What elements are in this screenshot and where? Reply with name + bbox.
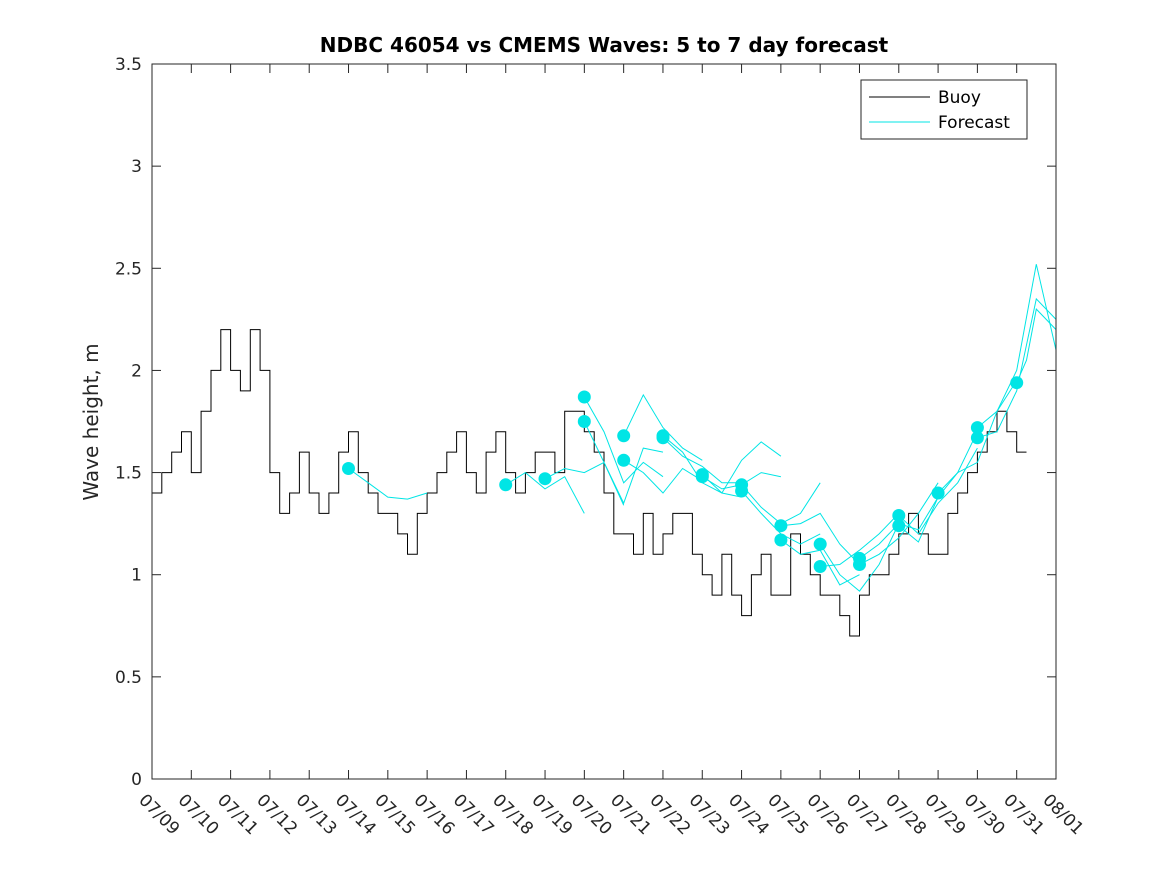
forecast-run-start-marker-15: [813, 537, 827, 551]
forecast-run-line-21: [937, 380, 1018, 494]
forecast-run-start-marker-21: [931, 486, 945, 500]
forecast-run-start-marker-10: [695, 470, 709, 484]
forecast-run-line-16: [820, 513, 900, 567]
forecast-run-start-marker-18: [853, 558, 866, 571]
forecast-run-start-marker-6: [617, 453, 631, 467]
forecast-run-start-marker-13: [774, 519, 788, 533]
y-tick-label: 1.5: [115, 464, 142, 484]
legend: Buoy Forecast: [860, 79, 1028, 140]
forecast-run-line-18: [859, 482, 939, 565]
forecast-run-start-marker-16: [813, 560, 827, 573]
legend-buoy-label: Buoy: [938, 88, 981, 108]
forecast-run-start-marker-5: [617, 429, 631, 443]
forecast-run-line-1: [505, 471, 585, 514]
forecast-run-line-13: [780, 512, 860, 565]
y-tick-label: 3: [131, 157, 142, 177]
forecast-run-start-marker-8: [656, 429, 670, 443]
y-tick-label: 1: [131, 566, 142, 586]
forecast-run-start-marker-24: [1010, 376, 1024, 390]
forecast-run-start-marker-1: [499, 478, 513, 492]
forecast-run-line-3: [583, 396, 664, 484]
forecast-run-line-9: [701, 441, 782, 494]
plot-area: [152, 64, 1056, 779]
y-tick-label: 3.5: [115, 55, 142, 75]
forecast-run-line-22: [977, 264, 1057, 428]
plot-layer: [152, 264, 1057, 637]
forecast-run-line-23: [977, 297, 1057, 439]
axes-box: [151, 63, 1057, 780]
forecast-run-line-24: [1016, 308, 1057, 383]
y-tick-label: 2.5: [115, 259, 142, 279]
forecast-run-line-4: [583, 421, 664, 505]
forecast-run-start-marker-2: [538, 472, 552, 486]
forecast-run-start-marker-12: [735, 484, 749, 498]
y-axis-label: Wave height, m: [79, 343, 103, 500]
forecast-run-line-19: [898, 447, 978, 535]
forecast-run-start-marker-20: [892, 519, 906, 533]
y-tick-label: 0: [131, 770, 142, 790]
chart-title: NDBC 46054 vs CMEMS Waves: 5 to 7 day fo…: [320, 33, 889, 57]
forecast-run-start-marker-22: [970, 421, 984, 435]
legend-forecast-label: Forecast: [938, 113, 1010, 133]
forecast-run-start-marker-3: [577, 390, 591, 404]
forecast-run-start-marker-19: [892, 509, 906, 522]
forecast-run-start-marker-14: [774, 533, 788, 547]
forecast-run-start-marker-23: [970, 431, 984, 445]
buoy-series-line: [152, 329, 1027, 637]
forecast-run-start-marker-4: [577, 415, 591, 428]
y-tick-label: 2: [131, 361, 142, 381]
forecast-run-line-5: [623, 393, 703, 461]
y-tick-label: 0.5: [115, 668, 142, 688]
legend-box: [860, 79, 1028, 140]
forecast-run-line-6: [623, 459, 703, 494]
forecast-run-start-marker-0: [342, 462, 355, 475]
forecast-run-line-0: [348, 468, 428, 500]
forecast-run-line-15: [819, 523, 900, 592]
